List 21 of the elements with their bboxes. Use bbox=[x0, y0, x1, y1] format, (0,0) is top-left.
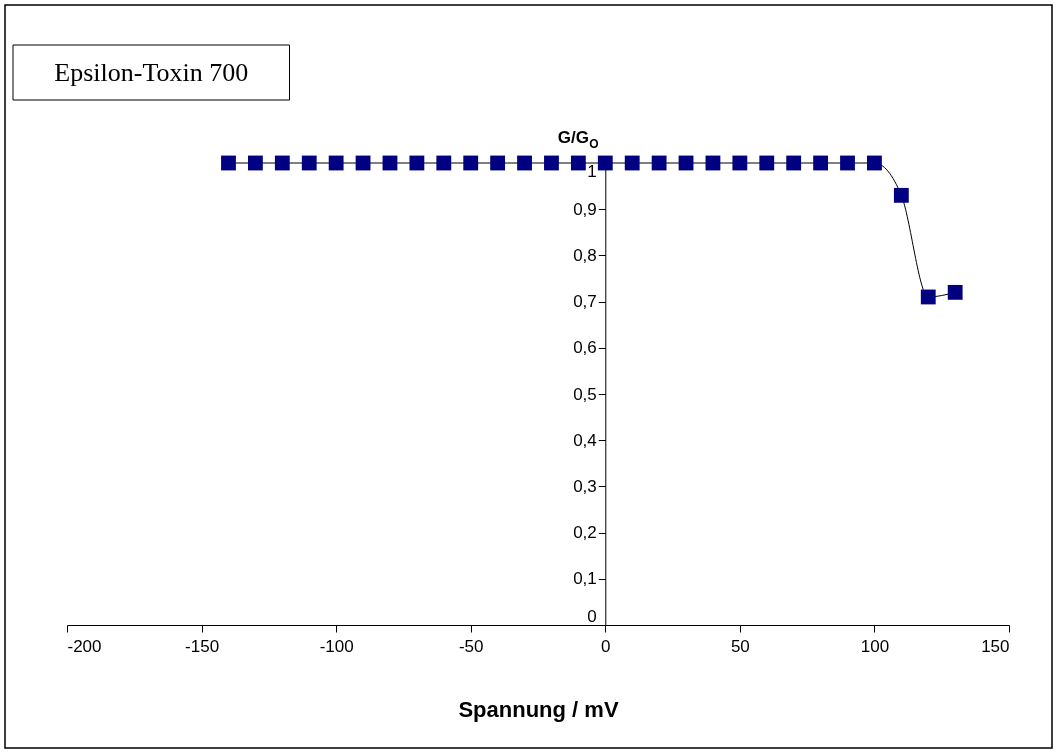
y-tick-label: 0,5 bbox=[573, 384, 597, 404]
y-tick-label: 0,1 bbox=[573, 569, 597, 589]
y-tick-label: 0,8 bbox=[573, 245, 597, 265]
x-tick-label: -150 bbox=[185, 636, 220, 656]
x-tick-label: -50 bbox=[458, 636, 484, 656]
x-tick-label: 50 bbox=[730, 636, 750, 656]
y-tick-label: 0,3 bbox=[573, 476, 597, 496]
y-tick-label: 0,9 bbox=[573, 199, 597, 219]
y-tick-label: 0,4 bbox=[573, 430, 597, 450]
y-tick-label: 0 bbox=[587, 606, 597, 626]
y-tick-label: 1 bbox=[587, 161, 597, 181]
x-tick-label: 150 bbox=[981, 636, 1010, 656]
x-tick-label: -100 bbox=[319, 636, 354, 656]
y-tick-label: 0,7 bbox=[573, 292, 597, 312]
x-tick-label: 0 bbox=[601, 636, 611, 656]
chart-title: Epsilon-Toxin 700 bbox=[54, 58, 249, 87]
x-tick-label: 100 bbox=[860, 636, 890, 656]
x-axis-title: Spannung / mV bbox=[458, 696, 619, 722]
y-tick-label: 0,2 bbox=[573, 523, 597, 543]
y-tick-label: 0,6 bbox=[573, 338, 597, 358]
x-tick-label: -200 bbox=[67, 636, 102, 656]
